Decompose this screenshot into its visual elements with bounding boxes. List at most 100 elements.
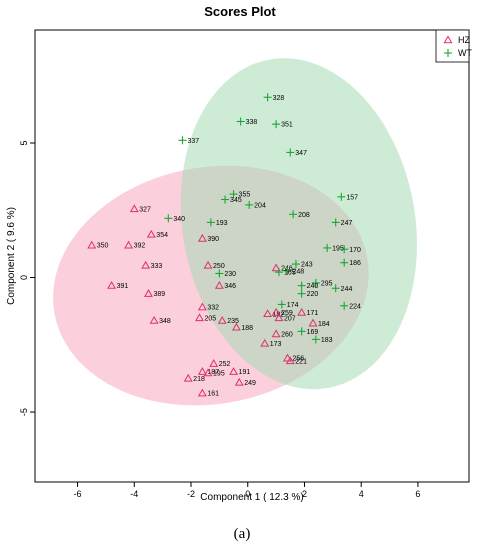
point-hz-188 xyxy=(231,322,241,331)
point-label-249: 249 xyxy=(244,380,256,387)
point-hz-187 xyxy=(197,367,207,375)
point-label-171: 171 xyxy=(307,310,319,317)
point-wt-347 xyxy=(286,148,295,157)
confidence-ellipses xyxy=(53,58,417,406)
point-hz-221 xyxy=(285,356,295,365)
point-label-391: 391 xyxy=(117,283,129,290)
point-label-348: 348 xyxy=(159,318,171,325)
point-wt-157 xyxy=(337,192,346,201)
point-hz-346 xyxy=(214,280,224,289)
point-hz-256 xyxy=(282,353,292,362)
point-wt-195 xyxy=(323,243,332,252)
point-hz-332 xyxy=(197,302,207,311)
point-wt-165 xyxy=(274,268,283,277)
point-wt-240 xyxy=(297,281,306,290)
point-hz-192 xyxy=(263,309,273,318)
point-hz-173 xyxy=(260,338,270,347)
point-hz-235 xyxy=(217,315,227,324)
x-tick-label-4: 4 xyxy=(359,489,364,499)
point-label-218: 218 xyxy=(193,376,205,383)
point-label-260: 260 xyxy=(281,332,293,339)
point-label-243: 243 xyxy=(301,262,313,269)
point-hz-252 xyxy=(209,359,219,367)
point-label-355: 355 xyxy=(239,192,251,199)
point-label-183: 183 xyxy=(321,337,333,344)
point-wt-243 xyxy=(291,260,300,269)
point-label-337: 337 xyxy=(188,138,200,145)
point-wt-174 xyxy=(277,300,286,309)
point-wt-295 xyxy=(311,278,320,287)
x-tick-label-0: 0 xyxy=(245,489,250,499)
data-points: 327 354 350 392 333 391 389 348 390 250 346 332 205 2… xyxy=(87,93,361,398)
point-label-184: 184 xyxy=(318,321,330,328)
point-hz-333 xyxy=(141,260,151,269)
point-wt-169 xyxy=(297,327,306,336)
y-axis-label: Component 2 ( 9.6 %) xyxy=(6,207,17,305)
point-label-392: 392 xyxy=(134,243,146,250)
point-hz-161 xyxy=(197,388,207,397)
point-wt-183 xyxy=(311,335,320,344)
point-label-340: 340 xyxy=(173,216,185,223)
point-hz-391 xyxy=(107,280,117,289)
point-hz-390 xyxy=(197,233,207,242)
point-hz-207 xyxy=(274,313,284,322)
point-hz-184 xyxy=(308,318,318,327)
point-label-173: 173 xyxy=(270,341,282,348)
point-wt-220 xyxy=(297,289,306,298)
point-label-327: 327 xyxy=(139,206,151,213)
point-hz-191 xyxy=(229,367,239,375)
point-label-207: 207 xyxy=(284,315,296,322)
point-label-248: 248 xyxy=(292,268,304,275)
x-tick-label-6: 6 xyxy=(415,489,420,499)
point-label-205: 205 xyxy=(205,315,217,322)
point-label-259: 259 xyxy=(281,310,293,317)
point-hz-195 xyxy=(203,368,213,377)
point-label-204: 204 xyxy=(254,202,266,209)
point-label-347: 347 xyxy=(295,150,307,157)
point-hz-259 xyxy=(271,307,281,316)
point-wt-340 xyxy=(164,214,173,223)
ellipse-wt xyxy=(180,58,417,390)
point-label-188: 188 xyxy=(241,325,253,332)
point-label-170: 170 xyxy=(349,247,361,254)
chart-title: Scores Plot xyxy=(204,4,276,19)
point-label-240: 240 xyxy=(307,283,319,290)
point-label-165: 165 xyxy=(284,270,296,277)
point-hz-350 xyxy=(87,240,97,249)
plot-area-frame xyxy=(34,29,470,483)
point-wt-248 xyxy=(283,266,292,275)
point-hz-389 xyxy=(144,289,153,297)
y-tick-label-0: 0 xyxy=(19,275,29,280)
point-label-195: 195 xyxy=(332,245,344,252)
point-hz-392 xyxy=(124,240,134,249)
x-tick-label-2: 2 xyxy=(302,489,307,499)
legend-box xyxy=(435,29,470,63)
point-label-332: 332 xyxy=(207,305,219,312)
point-hz-218 xyxy=(183,373,193,382)
point-hz-327 xyxy=(129,204,139,213)
point-label-346: 346 xyxy=(224,283,236,290)
point-label-193: 193 xyxy=(216,220,228,227)
point-label-345: 345 xyxy=(230,197,242,204)
point-wt-230 xyxy=(215,269,224,278)
point-wt-244 xyxy=(331,284,340,293)
legend: HZ WT xyxy=(435,29,472,63)
point-wt-247 xyxy=(331,218,340,227)
y-tick-label--5: -5 xyxy=(19,408,29,416)
point-hz-249 xyxy=(234,377,244,386)
point-hz-250 xyxy=(203,260,213,269)
point-label-389: 389 xyxy=(153,291,165,298)
point-wt-355 xyxy=(229,190,238,199)
point-label-186: 186 xyxy=(349,260,361,267)
point-label-350: 350 xyxy=(97,243,109,250)
axis-ticks: -6 -4 -2 0 2 4 6 -5 0 5 xyxy=(19,140,420,499)
point-label-252: 252 xyxy=(219,361,231,368)
point-wt-345 xyxy=(221,195,230,204)
point-label-354: 354 xyxy=(156,232,168,239)
legend-label-wt: WT xyxy=(458,48,472,58)
point-label-247: 247 xyxy=(341,220,353,227)
figure-caption: (a) xyxy=(233,526,251,542)
point-label-351: 351 xyxy=(281,122,293,129)
point-wt-338 xyxy=(236,117,245,126)
point-label-230: 230 xyxy=(224,271,236,278)
